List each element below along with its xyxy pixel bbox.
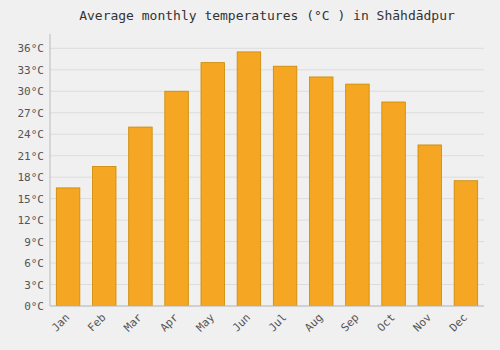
x-tick-label: Nov [411, 311, 435, 335]
background [0, 0, 500, 350]
x-tick-label: Dec [447, 311, 470, 334]
y-tick-label: 6°C [24, 257, 44, 270]
bar [454, 181, 478, 306]
bars [56, 52, 477, 306]
y-tick-label: 30°C [18, 85, 45, 98]
y-tick-label: 36°C [18, 42, 45, 55]
x-tick-label: Jun [230, 311, 253, 334]
y-tick-label: 21°C [18, 150, 45, 163]
y-tick-label: 3°C [24, 279, 44, 292]
x-tick-label: May [194, 311, 218, 335]
chart-svg: Average monthly temperatures (°C ) in Sh… [0, 0, 500, 350]
bar [418, 145, 442, 306]
bar [273, 66, 297, 306]
grid-line [50, 69, 484, 70]
grid-line [50, 91, 484, 92]
y-axis-line [50, 34, 51, 306]
title: Average monthly temperatures (°C ) in Sh… [79, 8, 455, 23]
x-tick-label: Sep [338, 311, 361, 334]
y-tick-label: 15°C [18, 193, 45, 206]
bar [92, 166, 116, 306]
x-tick-label: Oct [375, 311, 398, 334]
x-tick-label: Aug [302, 311, 325, 334]
x-axis-line [50, 306, 484, 307]
y-tick-label: 18°C [18, 171, 45, 184]
x-tick-label: Jul [266, 311, 289, 334]
grid [50, 48, 484, 306]
bar [165, 91, 189, 306]
bar [129, 127, 153, 306]
bar [382, 102, 406, 306]
bar [346, 84, 370, 306]
y-tick-label: 12°C [18, 214, 45, 227]
y-tick-label: 0°C [24, 300, 44, 313]
x-tick-label: Feb [85, 311, 108, 334]
grid-line [50, 112, 484, 113]
grid-line [50, 48, 484, 49]
x-tick-label: Apr [158, 311, 182, 335]
bar [237, 52, 261, 306]
bar [56, 188, 80, 306]
grid-line [50, 134, 484, 135]
x-tick-label: Mar [121, 311, 145, 335]
bar [309, 77, 333, 306]
y-tick-label: 33°C [18, 64, 45, 77]
y-tick-label: 9°C [24, 236, 44, 249]
y-tick-label: 27°C [18, 107, 45, 120]
x-tick-label: Jan [49, 311, 72, 334]
bar [201, 63, 225, 306]
chart-container: Average monthly temperatures (°C ) in Sh… [0, 0, 500, 350]
grid-line [50, 306, 484, 307]
y-tick-label: 24°C [18, 128, 45, 141]
